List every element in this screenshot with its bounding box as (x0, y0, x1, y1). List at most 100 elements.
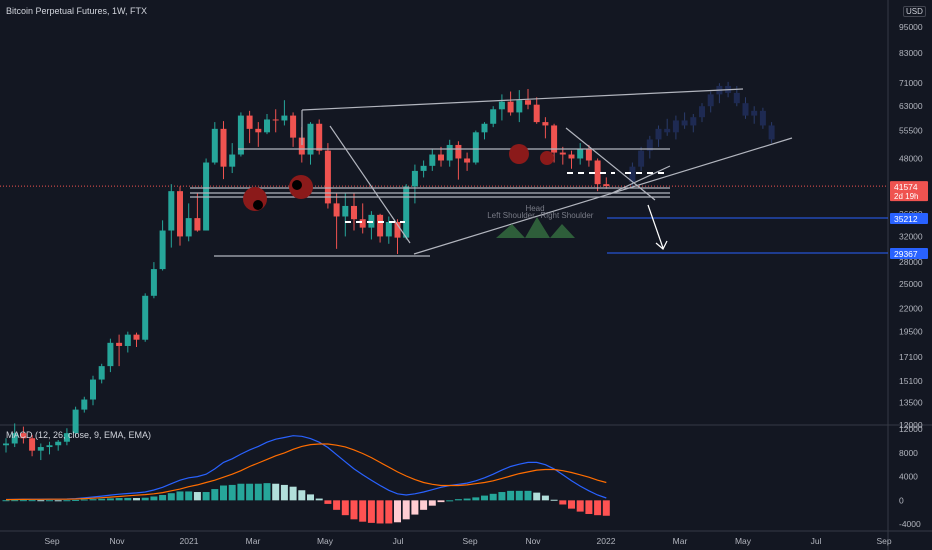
candle (237, 115, 244, 155)
marker-dot (292, 180, 302, 190)
annotation-left-shoulder: Left Shoulder (487, 211, 535, 220)
macd-histogram-bar (315, 498, 323, 501)
macd-histogram-bar (115, 498, 123, 501)
candle (455, 144, 462, 159)
candle (359, 219, 366, 228)
price-label-value: 29367 (894, 249, 918, 259)
macd-histogram-bar (541, 495, 549, 501)
price-axis-label: 15100 (899, 376, 923, 386)
candle (255, 128, 262, 133)
price-axis-label: 19500 (899, 327, 923, 337)
candle (603, 184, 610, 187)
candle (90, 379, 96, 400)
marker-circle (540, 151, 554, 165)
price-axis-label: 25000 (899, 279, 923, 289)
candle (150, 269, 157, 296)
macd-histogram-bar (228, 484, 236, 501)
macd-title: MACD (12, 26, close, 9, EMA, EMA) (6, 430, 152, 440)
price-axis-label: 22000 (899, 303, 923, 313)
candle (551, 125, 558, 153)
candle (72, 409, 79, 434)
candle (385, 221, 392, 237)
marker-dot (253, 200, 263, 210)
candle (446, 144, 453, 161)
candle (229, 154, 236, 167)
candle (577, 148, 584, 159)
time-axis-label: May (317, 536, 334, 546)
macd-histogram-bar (385, 500, 393, 524)
trendline (609, 165, 671, 195)
projection-candle (664, 128, 671, 133)
projection-candle (629, 166, 636, 182)
candle (594, 160, 601, 185)
time-axis-label: May (735, 536, 752, 546)
marker-circle (509, 144, 529, 164)
candle (220, 128, 227, 167)
candle (507, 101, 514, 113)
candle (420, 165, 427, 171)
candle (211, 128, 218, 163)
macd-histogram-bar (428, 500, 436, 506)
candle (333, 203, 340, 217)
candle (116, 342, 123, 346)
macd-histogram-bar (550, 499, 558, 501)
price-axis-label: 48000 (899, 153, 923, 163)
candle (55, 441, 62, 446)
candle (525, 100, 531, 105)
candle (159, 230, 166, 270)
candle (533, 104, 540, 123)
macd-histogram-bar (585, 500, 593, 514)
candle (272, 119, 279, 121)
candle (20, 433, 27, 439)
price-label-box (890, 181, 928, 202)
candle (377, 214, 384, 237)
trendline (565, 127, 656, 201)
head-shoulders-shape (496, 217, 575, 238)
trendline (413, 137, 793, 255)
price-label-countdown: 2d 19h (894, 192, 918, 201)
macd-histogram-bar (507, 490, 515, 501)
macd-histogram-bar (437, 500, 445, 503)
currency-badge[interactable]: USD (903, 6, 926, 17)
macd-histogram-bar (2, 500, 10, 502)
time-axis-label: Jul (393, 536, 404, 546)
macd-histogram-bar (472, 497, 480, 501)
macd-axis-label: 0 (899, 495, 904, 505)
macd-histogram-bar (167, 493, 175, 501)
candle (37, 447, 44, 451)
time-axis-label: Mar (246, 536, 261, 546)
price-axis-label: 17100 (899, 352, 923, 362)
time-axis-label: Mar (673, 536, 688, 546)
candle (63, 433, 70, 442)
down-arrow (647, 204, 664, 249)
price-axis-label: 95000 (899, 22, 923, 32)
candle (481, 123, 488, 133)
macd-histogram-bar (367, 500, 375, 523)
price-axis-label: 83000 (899, 48, 923, 58)
macd-histogram-bar (489, 493, 497, 501)
time-axis-label: Sep (44, 536, 59, 546)
candle (298, 137, 305, 155)
price-label-value: 41574 (894, 182, 918, 192)
candle (316, 123, 323, 151)
candle (568, 154, 575, 159)
macd-histogram-bar (481, 495, 488, 501)
macd-histogram-bar (19, 500, 27, 502)
macd-histogram-bar (185, 491, 193, 501)
projection-candle (690, 117, 697, 126)
candle (472, 132, 479, 163)
macd-histogram-bar (141, 497, 149, 501)
time-axis-label: Nov (109, 536, 125, 546)
macd-histogram-bar (98, 498, 106, 501)
macd-histogram-bar (324, 500, 332, 504)
candle (498, 101, 505, 110)
macd-axis-label: -4000 (899, 519, 921, 529)
macd-histogram-bar (498, 492, 506, 501)
macd-histogram-bar (254, 483, 262, 501)
projection-candle (707, 94, 714, 107)
macd-axis-label: 4000 (899, 472, 918, 482)
macd-histogram-bar (63, 500, 71, 502)
macd-histogram-bar (594, 500, 602, 516)
